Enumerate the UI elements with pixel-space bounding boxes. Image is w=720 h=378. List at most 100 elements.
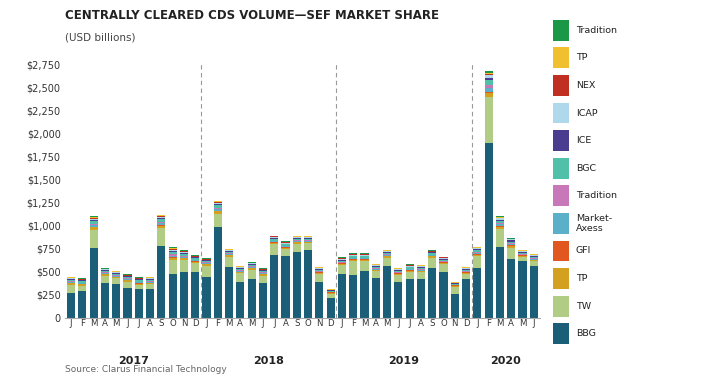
Bar: [270, 239, 278, 241]
Bar: [530, 254, 538, 255]
Bar: [101, 273, 109, 274]
Bar: [258, 283, 267, 318]
Bar: [123, 274, 132, 275]
Bar: [67, 280, 75, 281]
Bar: [180, 254, 188, 256]
Bar: [236, 267, 244, 268]
Bar: [214, 202, 222, 203]
Bar: [202, 258, 210, 259]
Bar: [157, 218, 166, 219]
Bar: [485, 93, 492, 98]
Text: TP: TP: [576, 274, 588, 283]
Bar: [462, 271, 470, 272]
Bar: [180, 260, 188, 273]
Bar: [473, 249, 482, 250]
Bar: [485, 74, 492, 75]
Bar: [507, 242, 516, 243]
Bar: [496, 217, 504, 218]
Bar: [496, 216, 504, 217]
Bar: [361, 258, 369, 259]
Bar: [168, 260, 176, 274]
Bar: [451, 284, 459, 285]
Bar: [191, 263, 199, 273]
Bar: [112, 273, 120, 274]
Bar: [146, 284, 154, 290]
Bar: [530, 258, 538, 259]
Bar: [214, 214, 222, 227]
Bar: [428, 250, 436, 251]
Text: 2018: 2018: [253, 356, 284, 366]
Bar: [518, 255, 526, 256]
Bar: [439, 263, 448, 264]
Bar: [451, 294, 459, 318]
Bar: [146, 280, 154, 281]
Bar: [383, 266, 391, 318]
Bar: [101, 282, 109, 318]
Bar: [304, 237, 312, 238]
Bar: [417, 265, 425, 266]
Bar: [191, 257, 199, 258]
Bar: [327, 294, 335, 298]
Bar: [395, 273, 402, 274]
Bar: [202, 259, 210, 260]
Bar: [282, 256, 289, 318]
Bar: [462, 269, 470, 270]
Bar: [417, 269, 425, 270]
Bar: [293, 238, 301, 239]
Bar: [507, 243, 516, 244]
Bar: [146, 282, 154, 283]
Bar: [518, 254, 526, 255]
Bar: [112, 275, 120, 276]
Bar: [462, 272, 470, 273]
Bar: [191, 261, 199, 262]
Bar: [338, 263, 346, 264]
Bar: [428, 255, 436, 256]
Bar: [327, 298, 335, 318]
Bar: [485, 78, 492, 80]
Bar: [214, 209, 222, 211]
Bar: [315, 269, 323, 270]
Bar: [202, 277, 210, 318]
Bar: [451, 283, 459, 284]
Bar: [293, 240, 301, 241]
Bar: [236, 273, 244, 282]
Bar: [214, 205, 222, 208]
Bar: [225, 251, 233, 252]
Bar: [89, 221, 98, 224]
Bar: [315, 268, 323, 269]
Bar: [89, 248, 98, 318]
Bar: [327, 290, 335, 291]
Bar: [123, 277, 132, 279]
Bar: [168, 257, 176, 258]
Bar: [135, 283, 143, 284]
Bar: [293, 244, 301, 252]
Bar: [180, 257, 188, 258]
Bar: [293, 236, 301, 237]
Bar: [78, 283, 86, 284]
Bar: [180, 259, 188, 260]
Bar: [157, 223, 166, 225]
Bar: [270, 242, 278, 243]
Bar: [473, 252, 482, 253]
Bar: [428, 258, 436, 268]
Bar: [485, 85, 492, 88]
Bar: [405, 269, 414, 270]
Bar: [327, 291, 335, 292]
Bar: [451, 287, 459, 294]
Bar: [135, 277, 143, 278]
Bar: [89, 218, 98, 220]
Bar: [89, 225, 98, 227]
Bar: [157, 246, 166, 318]
Bar: [112, 277, 120, 278]
Bar: [405, 270, 414, 271]
Bar: [496, 226, 504, 227]
Bar: [78, 282, 86, 283]
Text: ICAP: ICAP: [576, 108, 598, 118]
Bar: [248, 268, 256, 270]
Text: CENTRALLY CLEARED CDS VOLUME—SEF MARKET SHARE: CENTRALLY CLEARED CDS VOLUME—SEF MARKET …: [65, 9, 438, 22]
Bar: [372, 265, 380, 266]
Bar: [507, 248, 516, 259]
Bar: [451, 286, 459, 287]
Bar: [101, 274, 109, 276]
Bar: [78, 284, 86, 285]
